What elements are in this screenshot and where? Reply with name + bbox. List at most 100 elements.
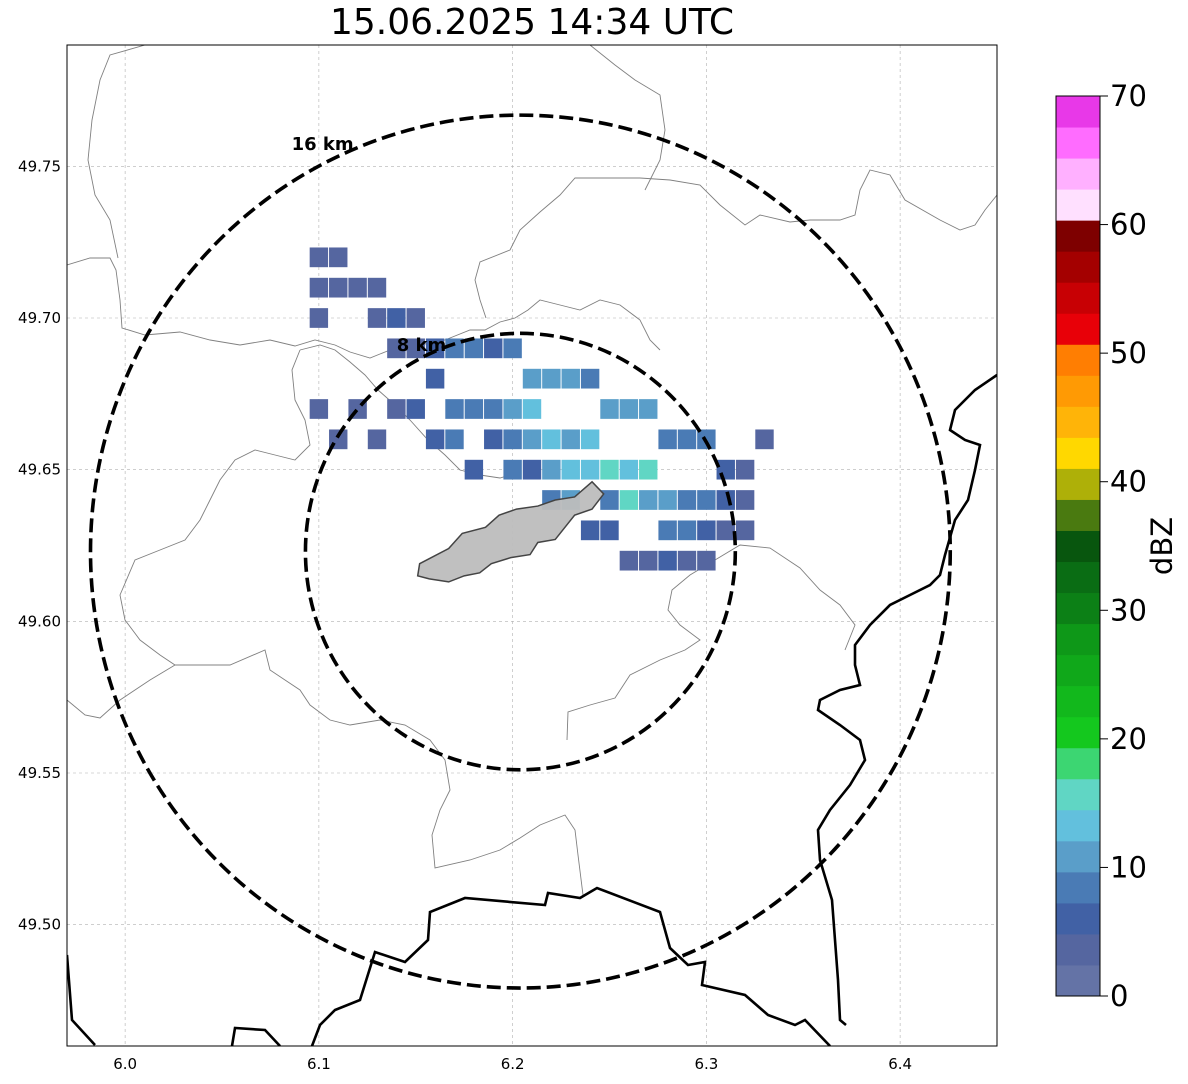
colorbar-swatch [1056, 96, 1100, 128]
colorbar-swatch [1056, 127, 1100, 159]
echo-cell [367, 429, 387, 450]
echo-cell [619, 490, 639, 510]
echo-cell [658, 490, 677, 510]
commune-boundary [87, 45, 146, 259]
range-ring [303, 331, 738, 772]
echo-cell [580, 459, 600, 480]
echo-cell [348, 277, 367, 298]
colorbar-tick-label: 10 [1110, 850, 1147, 884]
y-tick-label: 49.75 [18, 157, 61, 175]
echo-cell [464, 338, 484, 359]
echo-cell [639, 550, 658, 571]
colorbar-swatch [1056, 871, 1100, 904]
colorbar-tick-label: 60 [1110, 208, 1147, 242]
echo-cell [503, 459, 522, 480]
echo-cell [445, 429, 464, 450]
echo-cell [503, 338, 522, 359]
colorbar-swatch [1056, 313, 1100, 345]
country-border [230, 1026, 281, 1046]
colorbar-swatch [1056, 592, 1100, 625]
echo-cell [445, 399, 464, 419]
echo-cell [542, 429, 561, 450]
echo-cell [697, 520, 716, 541]
colorbar-swatch [1056, 809, 1100, 842]
map-title: 15.06.2025 14:34 UTC [329, 2, 735, 43]
colorbar-tick-label: 20 [1110, 722, 1147, 756]
plot-frame [66, 44, 998, 1047]
country-border [310, 886, 831, 1046]
echo-cell [755, 429, 774, 450]
echo-cell [503, 399, 522, 419]
echo-cell [735, 459, 755, 480]
colorbar-swatch [1056, 468, 1100, 500]
colorbar-tick-label: 40 [1110, 465, 1147, 499]
country-border [816, 373, 997, 1026]
x-tick-label: 6.4 [888, 1055, 912, 1073]
commune-boundary [67, 257, 661, 359]
echo-cell [677, 490, 697, 510]
y-tick-label: 49.50 [18, 916, 61, 934]
echo-cell [677, 429, 697, 450]
colorbar-swatch [1056, 654, 1100, 687]
echo-cell [309, 277, 329, 298]
echo-cell [658, 550, 677, 571]
echo-cell [425, 368, 445, 389]
commune-boundary [474, 169, 997, 319]
range-ring [88, 113, 953, 990]
echo-cell [600, 520, 619, 541]
echo-cell [658, 520, 677, 541]
echo-cell [406, 338, 425, 359]
echo-cell [406, 308, 425, 328]
echo-cell [735, 490, 755, 510]
axis-ticks: 6.0 6.1 6.2 6.3 6.4 49.50 49.55 49.60 49.65 49.70… [18, 157, 912, 1073]
country-border [67, 954, 96, 1046]
echo-cell [600, 399, 619, 419]
echo-cell [445, 338, 464, 359]
colorbar-frame [1055, 95, 1101, 997]
colorbar-swatch [1056, 716, 1100, 749]
echo-cell [697, 490, 716, 510]
echo-cell [561, 368, 580, 389]
range-ring-label: 8 km [397, 335, 447, 356]
colorbar-swatch [1056, 840, 1100, 873]
echo-cell [600, 490, 619, 510]
echo-cell [425, 429, 445, 450]
echo-cell [580, 368, 600, 389]
echo-cell [639, 490, 658, 510]
colorbar-swatch [1056, 251, 1100, 283]
echo-cell [484, 429, 503, 450]
colorbar-swatch [1056, 902, 1100, 935]
y-tick-label: 49.65 [18, 461, 61, 479]
echo-cell [619, 399, 639, 419]
echo-cell [329, 247, 348, 268]
colorbar-swatch [1056, 406, 1100, 438]
x-tick-label: 6.2 [501, 1055, 525, 1073]
commune-boundary [589, 45, 666, 191]
colorbar-swatch [1056, 685, 1100, 718]
echo-cell [580, 520, 600, 541]
echo-cell [619, 550, 639, 571]
echo-cell [406, 399, 425, 419]
echo-cell [309, 247, 329, 268]
echo-cell [677, 550, 697, 571]
range-ring-label: 16 km [292, 134, 354, 155]
commune-boundary [119, 349, 584, 896]
colorbar-swatch [1056, 530, 1100, 563]
echo-cell [677, 520, 697, 541]
echo-cell [600, 459, 619, 480]
echo-cell [367, 308, 387, 328]
colorbar-swatch [1056, 561, 1100, 594]
colorbar-swatch [1056, 933, 1100, 966]
echo-cell [580, 429, 600, 450]
colorbar-swatch [1056, 747, 1100, 780]
echo-cell [658, 429, 677, 450]
echo-cell [561, 429, 580, 450]
echo-cell [484, 338, 503, 359]
x-tick-label: 6.1 [307, 1055, 331, 1073]
colorbar-swatch [1056, 437, 1100, 469]
echo-cell [542, 368, 561, 389]
echo-cell [639, 459, 658, 480]
commune-boundary [67, 664, 176, 719]
echo-cell [697, 550, 716, 571]
